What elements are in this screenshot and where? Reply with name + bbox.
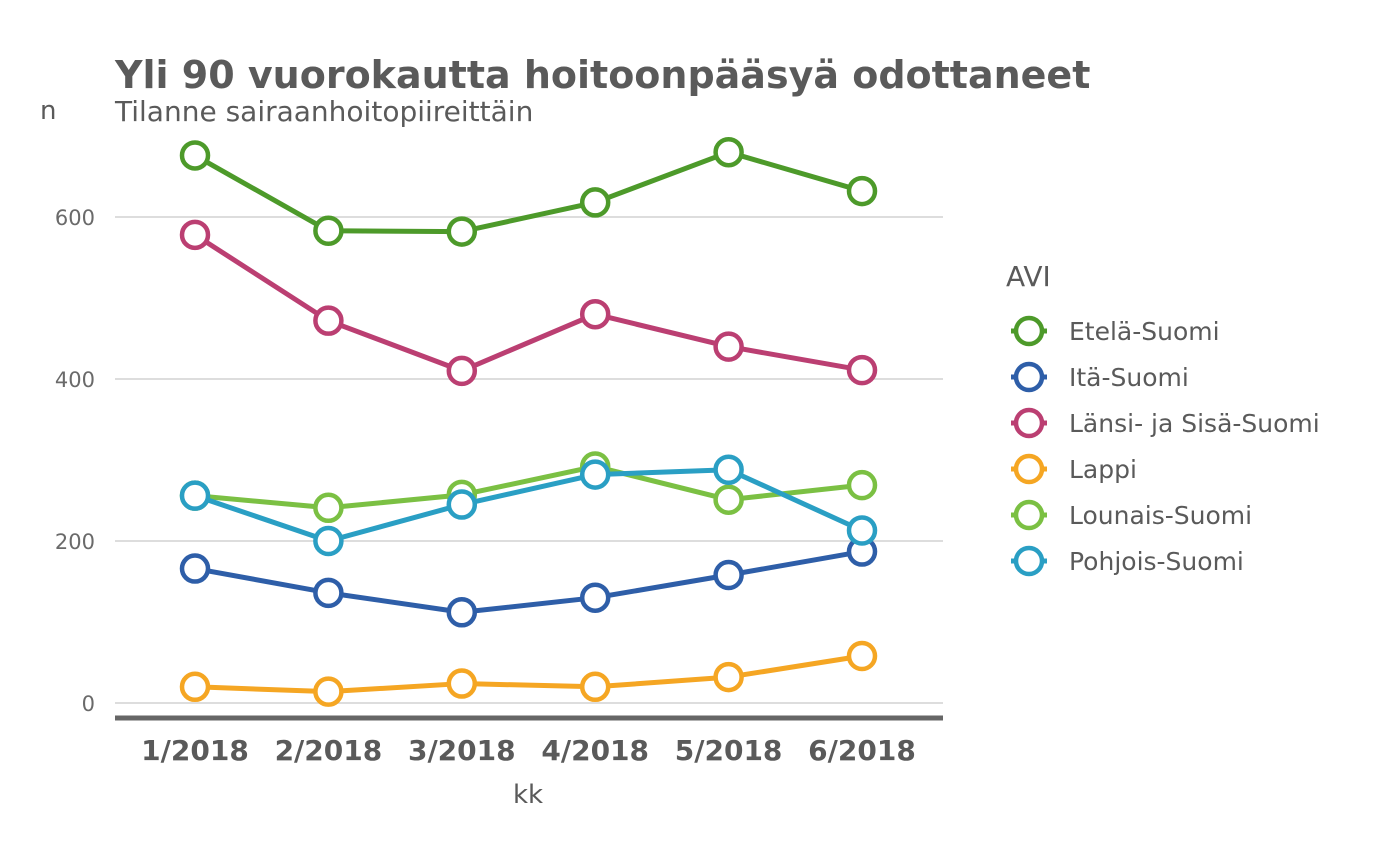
series-pohjois-suomi <box>179 454 878 557</box>
data-point <box>179 553 211 584</box>
series-länsi-ja-sisä-suomi <box>179 219 878 387</box>
y-axis-ticks: 0 200 400 600 <box>55 206 95 716</box>
legend-item: Pohjois-Suomi <box>1011 545 1244 577</box>
data-point <box>579 671 611 703</box>
data-point <box>846 354 878 386</box>
data-point <box>713 484 744 515</box>
data-point <box>713 331 744 362</box>
x-tick-label: 5/2018 <box>675 734 783 767</box>
data-point <box>579 298 611 330</box>
data-point <box>446 489 478 520</box>
legend-marker <box>1013 361 1045 393</box>
y-tick-label: 600 <box>55 206 95 230</box>
legend-item: Lounais-Suomi <box>1011 499 1252 531</box>
y-axis-label: n <box>40 96 56 126</box>
data-point <box>313 577 344 609</box>
data-point <box>179 140 211 171</box>
legend-item: Länsi- ja Sisä-Suomi <box>1011 407 1320 439</box>
legend: AVI Etelä-Suomi Itä-Suomi Länsi- ja Sisä-S… <box>1006 260 1320 577</box>
data-point <box>179 480 211 511</box>
y-tick-label: 400 <box>55 368 95 392</box>
data-point <box>846 175 878 207</box>
legend-label: Itä-Suomi <box>1069 363 1189 392</box>
legend-marker <box>1013 499 1045 531</box>
x-tick-label: 2/2018 <box>275 734 383 767</box>
data-point <box>313 525 344 557</box>
data-point <box>446 216 478 247</box>
series-lines <box>179 136 878 707</box>
legend-item: Itä-Suomi <box>1011 361 1189 393</box>
data-point <box>713 559 744 591</box>
legend-marker <box>1013 453 1045 485</box>
legend-label: Pohjois-Suomi <box>1069 547 1244 576</box>
x-axis-ticks: 1/2018 2/2018 3/2018 4/2018 5/2018 6/2018 <box>141 734 916 767</box>
legend-label: Etelä-Suomi <box>1069 317 1220 346</box>
data-point <box>846 640 878 672</box>
data-point <box>846 515 878 546</box>
legend-marker <box>1013 407 1045 439</box>
data-point <box>713 136 744 168</box>
data-point <box>313 492 344 524</box>
series-itä-suomi <box>179 536 878 628</box>
data-point <box>313 305 344 336</box>
series-line <box>194 549 863 615</box>
data-point <box>313 676 344 707</box>
series-line <box>194 653 863 695</box>
data-point <box>713 661 744 693</box>
data-point <box>579 459 611 490</box>
legend-label: Lappi <box>1069 455 1137 484</box>
data-point <box>446 355 478 387</box>
x-tick-label: 4/2018 <box>541 734 649 767</box>
data-point <box>446 597 478 628</box>
series-line <box>194 463 863 511</box>
series-lappi <box>179 640 878 707</box>
x-tick-label: 6/2018 <box>808 734 916 767</box>
legend-marker <box>1013 545 1045 577</box>
data-point <box>179 219 211 251</box>
gridlines <box>115 216 943 704</box>
y-tick-label: 0 <box>82 692 95 716</box>
series-line <box>193 232 863 374</box>
legend-title: AVI <box>1006 260 1051 293</box>
x-tick-label: 1/2018 <box>141 734 249 767</box>
y-tick-label: 200 <box>55 530 95 554</box>
data-point <box>579 187 611 218</box>
series-etelä-suomi <box>179 136 878 247</box>
legend-item: Etelä-Suomi <box>1011 315 1220 347</box>
data-point <box>313 215 344 247</box>
legend-item: Lappi <box>1011 453 1137 485</box>
series-line <box>194 467 864 544</box>
x-axis-label: kk <box>513 780 543 810</box>
x-tick-label: 3/2018 <box>408 734 516 767</box>
data-point <box>713 454 744 485</box>
data-point <box>579 582 611 613</box>
chart-title: Yli 90 vuorokautta hoitoonpääsyä odottan… <box>114 53 1090 97</box>
data-point <box>846 469 878 501</box>
chart-subtitle: Tilanne sairaanhoitopiireittäin <box>114 95 533 128</box>
legend-label: Länsi- ja Sisä-Suomi <box>1069 409 1320 438</box>
legend-marker <box>1013 315 1045 347</box>
series-line <box>193 149 863 235</box>
data-point <box>446 668 478 699</box>
data-point <box>179 671 211 703</box>
legend-label: Lounais-Suomi <box>1069 501 1252 530</box>
